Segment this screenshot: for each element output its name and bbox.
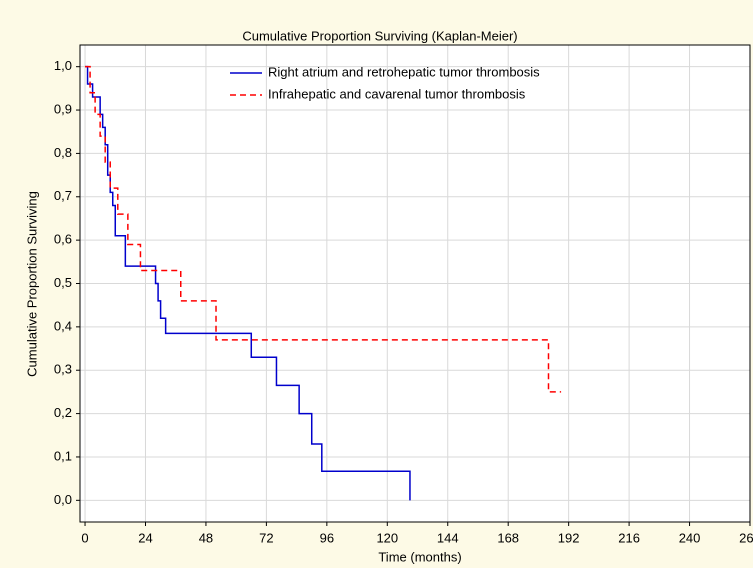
y-tick-label: 0,8	[54, 145, 72, 160]
y-tick-label: 0,4	[54, 318, 72, 333]
x-tick-label: 24	[138, 530, 152, 545]
survival-line	[85, 65, 411, 501]
y-tick-label: 0,0	[54, 492, 72, 507]
x-tick-label: 240	[679, 530, 701, 545]
x-tick-label: 72	[259, 530, 273, 545]
y-tick-label: 0,2	[54, 405, 72, 420]
y-tick-label: 1,0	[54, 58, 72, 73]
x-tick-label: 0	[81, 530, 88, 545]
x-tick-label: 144	[437, 530, 459, 545]
plot-frame	[79, 44, 751, 523]
y-axis-label: Cumulative Proportion Surviving	[24, 191, 39, 377]
y-tick-label: 0,7	[54, 188, 72, 203]
y-tick-label: 0,9	[54, 101, 72, 116]
legend-label: Right atrium and retrohepatic tumor thro…	[268, 64, 540, 79]
x-tick-label: 168	[497, 530, 519, 545]
y-tick-label: 0,6	[54, 232, 72, 247]
survival-line	[85, 65, 562, 393]
y-tick-label: 0,1	[54, 448, 72, 463]
chart-title: Cumulative Proportion Surviving (Kaplan-…	[242, 28, 517, 43]
y-tick-label: 0,3	[54, 362, 72, 377]
x-tick-label: 192	[558, 530, 580, 545]
x-tick-label: 96	[320, 530, 334, 545]
x-tick-label: 48	[199, 530, 213, 545]
x-axis-label: Time (months)	[378, 549, 461, 564]
x-tick-label: 264	[739, 530, 753, 545]
x-tick-label: 120	[376, 530, 398, 545]
legend-label: Infrahepatic and cavarenal tumor thrombo…	[268, 86, 526, 101]
x-tick-label: 216	[618, 530, 640, 545]
y-tick-label: 0,5	[54, 275, 72, 290]
